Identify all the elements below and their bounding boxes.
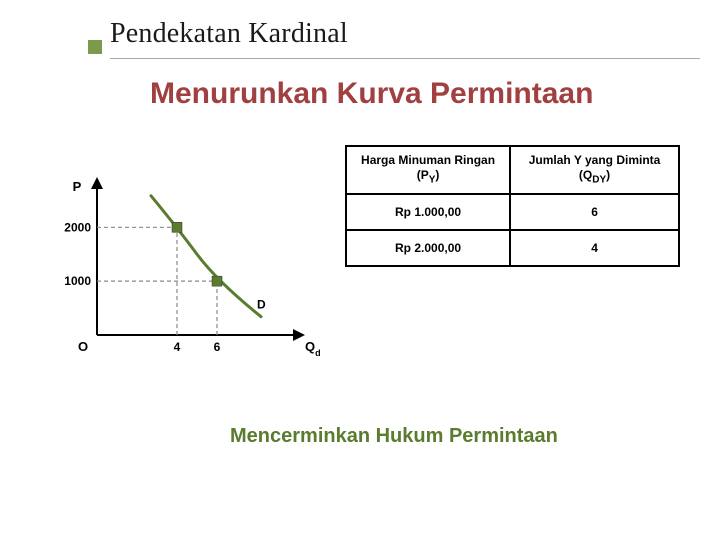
col-header-price: Harga Minuman Ringan (PY) [346,146,510,194]
table-row: Rp 2.000,00 4 [346,230,679,266]
svg-text:2000: 2000 [64,220,91,234]
title-underline [110,58,700,59]
main-title: Pendekatan Kardinal [110,18,680,50]
demand-table: Harga Minuman Ringan (PY) Jumlah Y yang … [345,145,680,267]
cell-price: Rp 1.000,00 [346,194,510,230]
svg-text:4: 4 [174,340,181,354]
svg-text:1000: 1000 [64,274,91,288]
title-block: Pendekatan Kardinal [110,18,680,50]
cell-qty: 4 [510,230,679,266]
svg-text:P: P [73,179,82,194]
cell-price: Rp 2.000,00 [346,230,510,266]
svg-text:D: D [257,298,266,312]
svg-text:Qd: Qd [305,339,321,358]
title-bullet-icon [88,40,102,54]
subtitle: Menurunkan Kurva Permintaan [150,77,680,111]
svg-text:6: 6 [214,340,221,354]
slide: Pendekatan Kardinal Menurunkan Kurva Per… [0,0,720,540]
table-row: Rp 1.000,00 6 [346,194,679,230]
col-header-qty: Jumlah Y yang Diminta (QDY) [510,146,679,194]
svg-text:O: O [78,339,88,354]
cell-qty: 6 [510,194,679,230]
footer-line: Mencerminkan Hukum Permintaan [230,425,558,448]
demand-chart: 2000100046POQdD [55,175,295,365]
